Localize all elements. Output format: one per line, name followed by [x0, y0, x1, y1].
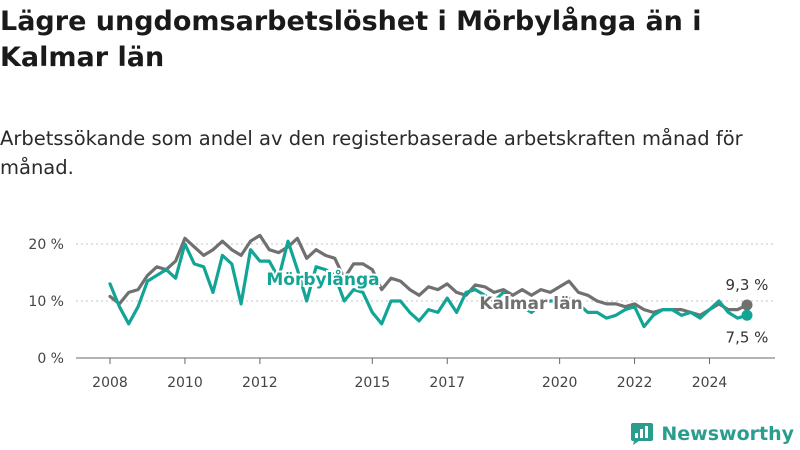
series-line-kalmar-län — [108, 233, 749, 317]
series-labels: 9,3 % 7,5 % Mörbylånga Kalmar län — [264, 266, 769, 346]
series-name-annotation: Kalmar län — [479, 294, 582, 314]
series-name-annotation: Mörbylånga — [266, 268, 379, 290]
chart-title: Lägre ungdomsarbetslöshet i Mörbylånga ä… — [0, 6, 702, 73]
series-end-label: 9,3 % — [726, 276, 769, 294]
series-line-mörbylånga — [108, 239, 749, 329]
series-end-label: 7,5 % — [726, 328, 769, 346]
x-tick-label: 2008 — [92, 375, 128, 391]
y-tick-label: 10 % — [28, 294, 64, 310]
series-end-point — [741, 309, 753, 321]
x-tick-label: 2022 — [617, 375, 653, 391]
newsworthy-brand[interactable]: Newsworthy — [629, 420, 794, 448]
x-tick-label: 2020 — [542, 375, 578, 391]
series-lines — [108, 233, 753, 329]
x-tick-label: 2010 — [167, 375, 203, 391]
x-axis-ticks: 2008 2010 2012 2015 2017 2020 2022 2024 — [92, 358, 727, 391]
newsworthy-logo-icon — [631, 423, 654, 445]
y-axis-ticks: 0 % 10 % 20 % — [28, 237, 64, 367]
chart-subtitle: Arbetssökande som andel av den registerb… — [0, 127, 743, 179]
x-tick-label: 2017 — [429, 375, 465, 391]
y-tick-label: 0 % — [37, 351, 64, 367]
brand-name: Newsworthy — [661, 423, 794, 445]
x-tick-label: 2024 — [692, 375, 728, 391]
series-end-point — [741, 299, 753, 311]
x-tick-label: 2012 — [242, 375, 278, 391]
x-tick-label: 2015 — [354, 375, 390, 391]
y-tick-label: 20 % — [28, 237, 64, 253]
